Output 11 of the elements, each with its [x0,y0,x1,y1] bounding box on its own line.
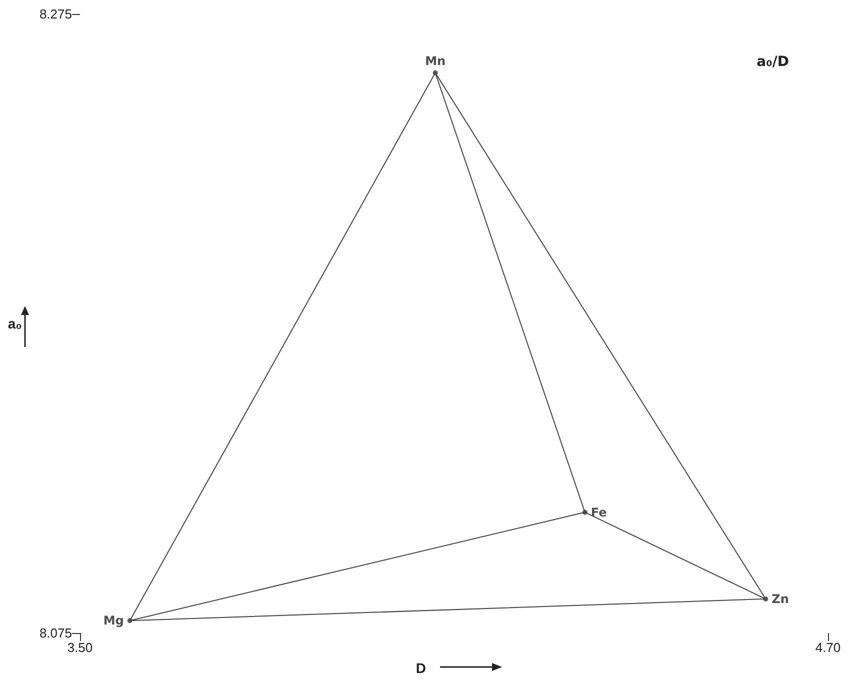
annotation: Fe [590,505,607,520]
x-axis-title: D [416,660,426,676]
y-tick-label: 8.275 [39,6,72,22]
annotation: Mn [425,54,446,68]
annotation: Mg [103,614,124,628]
x-tick-label: 4.70 [815,640,841,655]
y-axis-title: a₀ [8,316,22,332]
annotation: a₀/D [756,54,790,70]
y-tick-label: 8.075 [39,626,72,640]
annotation: Zn [772,592,789,606]
x-tick-label: 3.50 [67,640,93,655]
